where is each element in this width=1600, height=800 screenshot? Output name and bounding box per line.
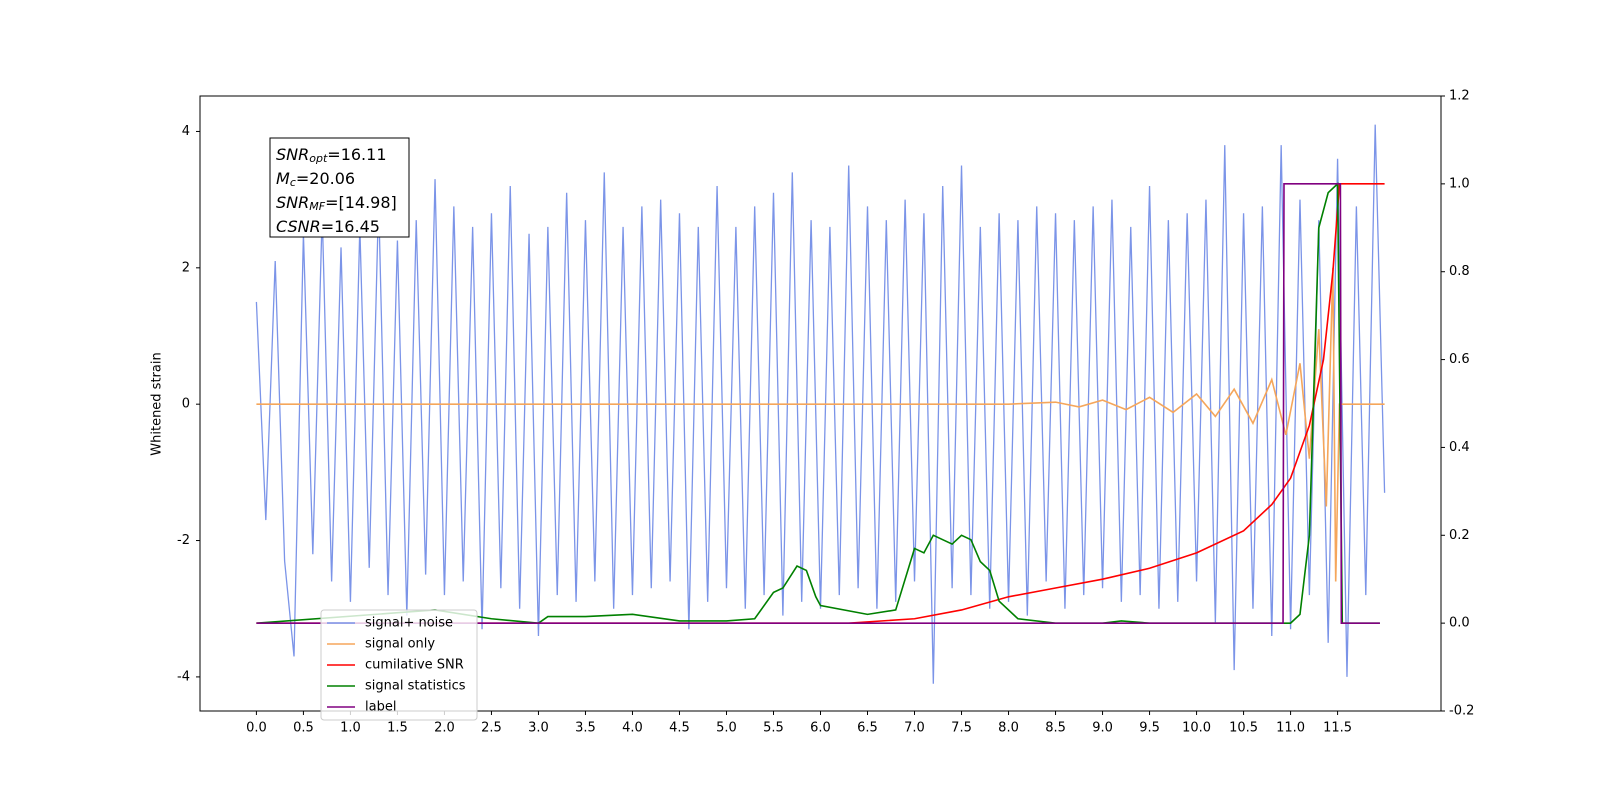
x-tick-label: 9.5 [1139, 721, 1160, 736]
x-tick-label: 11.0 [1276, 721, 1305, 736]
series-line [256, 182, 1380, 624]
legend-label: signal statistics [365, 679, 466, 694]
annotation-symbol: CSNR [276, 217, 321, 236]
annotation-value: =16.45 [321, 217, 380, 236]
annotation: Mc=20.06 [276, 169, 355, 190]
annotation: SNRopt=16.11 [276, 145, 387, 166]
x-tick-label: 6.0 [810, 721, 831, 736]
y2-tick-label: 0.4 [1449, 440, 1470, 455]
series-line [256, 267, 1385, 582]
series-line [256, 183, 1385, 624]
y2-tick-label: 1.0 [1449, 176, 1470, 191]
x-tick-label: 10.5 [1229, 721, 1258, 736]
y-axis-label: Whitened strain [150, 352, 165, 455]
x-tick-label: 3.5 [575, 721, 596, 736]
annotation-symbol: SNR [276, 145, 309, 164]
y2-tick-label: 0.2 [1449, 528, 1470, 543]
legend-box [320, 609, 478, 721]
annotation-value: =[14.98] [325, 193, 397, 212]
x-tick-label: 2.0 [434, 721, 455, 736]
annotation-subscript: c [290, 176, 296, 189]
series-line [255, 124, 1386, 684]
legend-label: signal only [365, 637, 435, 652]
annotation: SNRMF=[14.98] [276, 193, 397, 214]
series-line [256, 183, 1380, 624]
annotation-value: =20.06 [296, 169, 355, 188]
x-tick-label: 5.0 [716, 721, 737, 736]
x-tick-label: 8.5 [1045, 721, 1066, 736]
x-tick-label: 6.5 [857, 721, 878, 736]
x-tick-label: 10.0 [1182, 721, 1211, 736]
y-tick-label: -4 [177, 669, 190, 684]
x-tick-label: 4.0 [622, 721, 643, 736]
x-tick-label: 3.0 [528, 721, 549, 736]
y2-tick-label: -0.2 [1449, 704, 1474, 719]
y2-tick-label: 0.8 [1449, 264, 1470, 279]
x-tick-label: 11.5 [1323, 721, 1352, 736]
y-tick-label: 0 [182, 397, 190, 412]
legend-label: cumilative SNR [365, 658, 464, 673]
y-tick-label: 4 [182, 124, 190, 139]
y2-tick-label: 0.0 [1449, 616, 1470, 631]
y-tick-label: 2 [182, 260, 190, 275]
x-tick-label: 9.0 [1092, 721, 1113, 736]
annotation-value: =16.11 [327, 145, 386, 164]
x-tick-label: 0.0 [246, 721, 267, 736]
y2-tick-label: 0.6 [1449, 352, 1470, 367]
annotation-subscript: opt [309, 152, 328, 165]
x-tick-label: 7.0 [904, 721, 925, 736]
annotation-subscript: MF [309, 200, 325, 213]
annotation-symbol: M [276, 169, 290, 188]
x-tick-label: 1.5 [387, 721, 408, 736]
legend-label: label [365, 700, 396, 715]
annotation-symbol: SNR [276, 193, 309, 212]
y2-tick-label: 1.2 [1449, 89, 1470, 104]
x-tick-label: 0.5 [293, 721, 314, 736]
x-tick-label: 5.5 [763, 721, 784, 736]
annotation: CSNR=16.45 [276, 217, 380, 236]
x-tick-label: 7.5 [951, 721, 972, 736]
y-tick-label: -2 [177, 533, 190, 548]
x-tick-label: 2.5 [481, 721, 502, 736]
x-tick-label: 1.0 [340, 721, 361, 736]
x-tick-label: 4.5 [669, 721, 690, 736]
legend-label: signal+ noise [365, 616, 453, 631]
x-tick-label: 8.0 [998, 721, 1019, 736]
annotation-box [269, 137, 410, 238]
